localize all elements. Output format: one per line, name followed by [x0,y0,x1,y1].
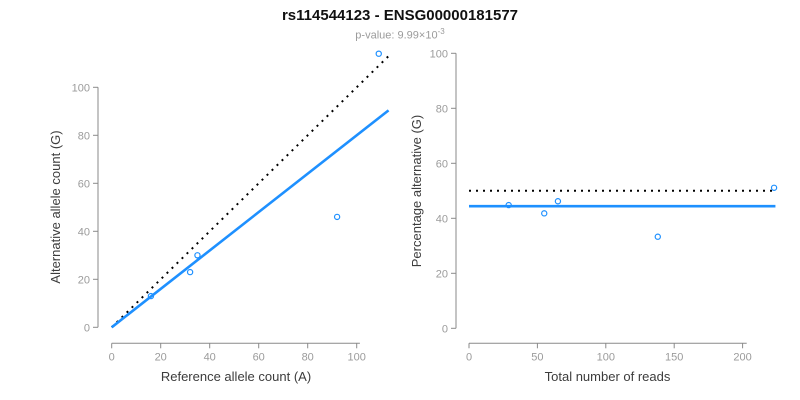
fit-line [110,109,390,329]
pvalue-text: p-value: 9.99×10 [355,29,438,42]
data-point [554,198,562,205]
x-axis-title: Reference allele count (A) [161,369,311,384]
x-tick-label: 60 [253,351,265,363]
left-panel-allele-counts: 0 20 40 60 80 100 0 20 40 60 80 100 Reference allele… [48,50,390,384]
data-point [770,184,778,191]
data-point [186,268,194,276]
x-tick-label: 40 [204,351,216,363]
data-point [505,201,512,209]
data-point [654,233,661,240]
y-tick-label: 20 [78,274,90,286]
y-tick-label: 80 [78,130,90,142]
y-tick-label: 60 [436,158,448,170]
y-tick-label: 0 [442,323,448,335]
data-point [194,252,201,259]
figure-title: rs114544123 - ENSG00000181577 [281,7,519,24]
y-tick-label: 60 [78,178,90,190]
x-tick-label: 20 [155,351,167,363]
x-tick-label: 200 [733,351,751,363]
y-tick-label: 20 [436,268,448,280]
x-tick-label: 0 [109,351,115,363]
y-axis-title: Percentage alternative (G) [409,115,424,267]
identity-line [111,55,390,329]
x-tick-label: 0 [466,351,472,363]
x-tick-label: 150 [665,351,683,363]
data-point [541,210,548,217]
y-tick-label: 40 [436,213,448,225]
y-tick-label: 40 [78,226,90,238]
figure-subtitle: p-value: 9.99×10-3 [0,27,800,42]
y-tick-label: 80 [436,103,448,115]
right-panel-percentage: 0 50 100 150 200 0 20 40 60 80 100 Total number of … [409,48,778,384]
y-tick-label: 0 [84,322,90,334]
x-tick-label: 100 [597,351,615,363]
data-point [375,50,382,57]
data-point [147,292,155,300]
x-axis-title: Total number of reads [545,369,671,384]
y-tick-label: 100 [72,82,90,94]
y-axis-title: Alternative allele count (G) [48,130,63,283]
data-point [333,213,341,221]
x-tick-label: 100 [348,351,366,363]
y-tick-label: 100 [430,48,448,60]
x-tick-label: 80 [302,351,314,363]
x-tick-label: 50 [531,351,543,363]
pvalue-exponent: -3 [437,27,445,36]
